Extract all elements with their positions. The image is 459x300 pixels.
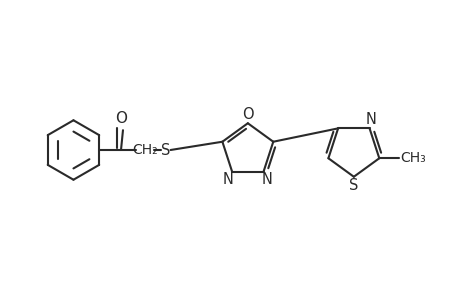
Text: CH₃: CH₃ xyxy=(399,151,425,165)
Text: O: O xyxy=(241,107,253,122)
Text: S: S xyxy=(348,178,358,193)
Text: S: S xyxy=(161,142,170,158)
Text: N: N xyxy=(222,172,233,187)
Text: N: N xyxy=(262,172,272,187)
Text: O: O xyxy=(115,111,127,126)
Text: N: N xyxy=(365,112,376,127)
Text: CH₂: CH₂ xyxy=(132,143,157,157)
